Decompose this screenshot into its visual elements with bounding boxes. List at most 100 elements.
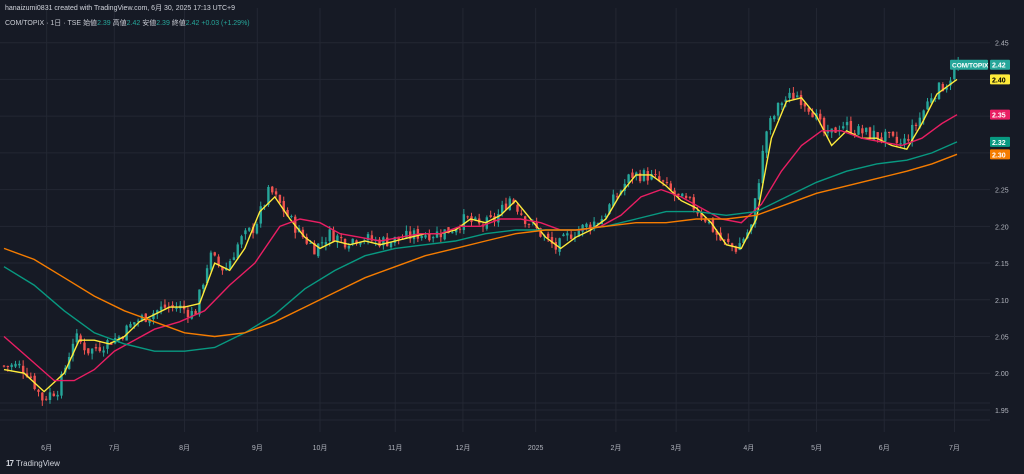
candle-body [259, 206, 262, 224]
candle-body [382, 237, 385, 246]
candle-body [953, 66, 956, 80]
candle-body [684, 195, 688, 198]
tradingview-logo[interactable]: 17 TradingView [6, 459, 60, 468]
candle-body [328, 229, 331, 242]
y-tick-label: 2.10 [995, 298, 1009, 305]
series-line-ma_longest [3, 153, 958, 338]
candle-body [497, 214, 500, 223]
price-tag-value: 2.40 [992, 77, 1006, 84]
candle-body [121, 337, 124, 339]
candle-body [439, 233, 443, 238]
candle-body [903, 138, 906, 145]
candle-body [320, 242, 324, 244]
x-tick-label: 4月 [743, 444, 754, 452]
candle-body [508, 198, 512, 210]
candle-body [240, 236, 243, 245]
candle-body [615, 196, 619, 198]
candle-body [899, 143, 902, 145]
candle-body [466, 216, 469, 218]
candle-body [267, 186, 270, 205]
candle-body [504, 203, 508, 210]
price-tag-symbol: COM/TOPIX [952, 63, 989, 70]
candle-body [136, 320, 140, 322]
candle-body [512, 199, 515, 204]
candle-body [907, 139, 910, 141]
close-label: 終値 [171, 20, 186, 27]
x-tick-label: 11月 [388, 444, 402, 452]
tradingview-brand: TradingView [15, 459, 60, 468]
candle-body [868, 127, 872, 139]
candle-body [393, 236, 397, 243]
candle-body [696, 211, 699, 214]
candle-body [282, 201, 285, 212]
candle-body [650, 174, 653, 180]
candle-body [451, 232, 454, 234]
candle-body [332, 230, 335, 242]
x-tick-label: 2025 [528, 445, 544, 452]
candle-body [83, 342, 86, 351]
candle-body [608, 204, 611, 214]
x-tick-label: 9月 [252, 444, 263, 452]
price-tag-value: 2.32 [992, 140, 1006, 147]
candle-body [627, 174, 630, 183]
low-value: 2.39 [156, 20, 170, 27]
candle-body [163, 304, 167, 308]
candle-body [922, 110, 925, 120]
candle-body [52, 393, 56, 397]
candle-body [405, 230, 408, 238]
x-tick-label: 6月 [41, 444, 52, 452]
y-tick-label: 2.25 [995, 188, 1009, 195]
candle-body [546, 233, 550, 239]
candle-body [654, 174, 657, 176]
candle-body [949, 80, 952, 86]
high-label: 高値 [112, 20, 127, 27]
candle-body [776, 102, 780, 116]
candle-body [428, 233, 431, 241]
candle-body [527, 223, 531, 225]
candle-body [56, 394, 59, 397]
candle-body [539, 228, 542, 237]
x-tick-label: 2月 [610, 444, 621, 452]
candle-body [75, 333, 79, 343]
open-value: 2.39 [97, 20, 111, 27]
candle-body [688, 196, 692, 198]
price-tag-bg [990, 149, 1010, 160]
candle-body [144, 313, 147, 322]
tradingview-mark-icon: 17 [6, 459, 14, 468]
candle-body [661, 180, 665, 182]
price-tag-bg [990, 109, 1010, 120]
candle-body [577, 230, 580, 237]
candle-body [910, 124, 914, 143]
x-tick-label: 12月 [456, 444, 471, 452]
candle-body [378, 239, 381, 247]
candle-body [313, 242, 316, 255]
candle-body [811, 112, 814, 118]
candle-body [324, 242, 328, 245]
candle-body [669, 183, 672, 191]
price-tag-bg [990, 59, 1010, 70]
candle-body [424, 235, 427, 238]
candle-body [822, 117, 826, 133]
candle-body [228, 261, 232, 270]
open-label: 始値 [83, 20, 98, 27]
candle-body [585, 223, 588, 227]
candle-body [213, 252, 216, 256]
candle-body [244, 230, 247, 235]
x-tick-label: 7月 [109, 444, 120, 452]
candle-body [420, 235, 423, 239]
x-tick-label: 7月 [949, 444, 960, 452]
candle-body [71, 343, 75, 356]
candle-body [454, 229, 458, 233]
candle-body [248, 227, 251, 231]
candle-body [738, 243, 741, 251]
candle-body [845, 122, 849, 126]
candle-body [171, 304, 174, 307]
candle-body [945, 87, 948, 90]
candle-body [94, 347, 98, 349]
candle-body [941, 84, 945, 92]
candle-body [129, 324, 132, 328]
candle-body [757, 183, 761, 200]
candle-body [673, 190, 676, 196]
